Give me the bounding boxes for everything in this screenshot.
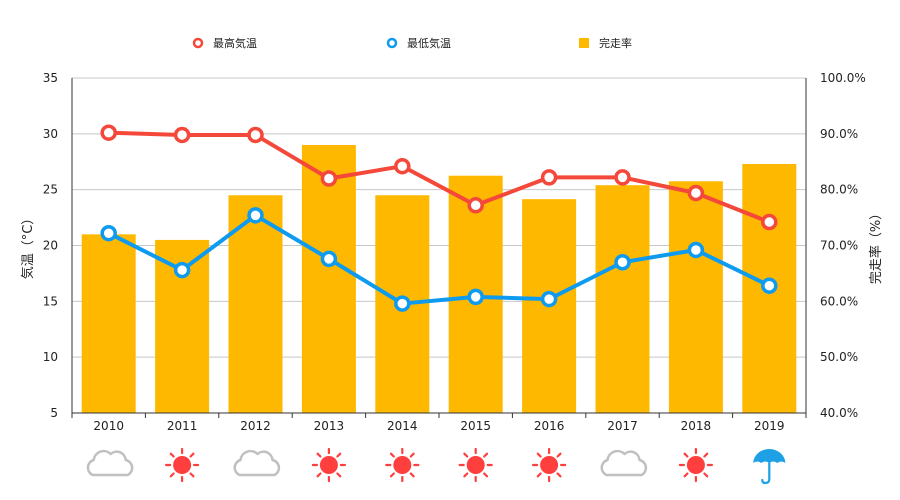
sun-icon [311,447,346,483]
legend-label: 最低気温 [407,36,451,50]
point-max-temp [320,170,338,187]
sun-icon [678,447,714,483]
x-tick-label: 2019 [754,419,785,433]
y-left-tick-label: 25 [43,183,58,197]
legend-label: 最高気温 [213,36,257,50]
x-tick-label: 2012 [240,419,271,433]
y-right-tick-label: 70.0% [820,239,858,253]
point-min-temp [540,290,558,308]
legend-label: 完走率 [599,36,632,50]
y-left-tick-label: 10 [43,350,58,364]
y-left-tick-label: 20 [43,239,58,253]
point-max-temp [467,197,484,214]
legend: 最高気温 最低気温 完走率 [192,36,632,50]
y-right-tick-label: 50.0% [820,350,858,364]
sun-icon [531,447,567,483]
x-tick-label: 2017 [607,419,638,433]
y-left-tick-label: 35 [43,71,58,85]
x-tick-label: 2015 [460,419,491,433]
y-right-tick-label: 90.0% [820,127,858,141]
x-tick-label: 2013 [314,419,345,433]
axes: 5 40.0% 10 50.0% 15 60.0% 20 70.0% 25 80.0% 30 90.0… [20,71,884,433]
cloud-icon [86,449,134,477]
y-left-tick-label: 15 [43,294,58,308]
weather-icon-row [86,447,786,485]
point-min-temp [320,250,338,268]
y-right-tick-label: 60.0% [820,294,858,308]
point-min-temp [687,241,705,259]
point-min-temp [247,207,264,224]
umbrella-icon [753,449,786,485]
point-max-temp [100,124,117,141]
point-min-temp [394,295,411,312]
point-max-temp [394,157,411,175]
x-tick-label: 2016 [534,419,565,433]
y-left-tick-label: 30 [43,127,58,141]
sun-icon [165,447,200,483]
point-max-temp [540,169,558,186]
legend-marker [579,38,589,48]
line-series [100,124,778,312]
sun-icon [385,447,420,483]
point-min-temp [100,224,117,242]
line-min-temp [107,213,771,306]
y-left-axis-title: 気温（°C） [20,212,36,280]
cloud-icon [233,449,281,477]
x-tick-label: 2010 [93,419,124,433]
sun-icon [458,447,493,483]
point-max-temp [614,169,631,186]
point-min-temp [761,277,778,294]
legend-marker [386,37,398,49]
point-max-temp [247,126,264,144]
bar-finish-rate [301,145,356,413]
y-right-tick-label: 80.0% [820,183,858,197]
bar-finish-rate [668,181,723,413]
x-tick-label: 2018 [681,419,712,433]
point-min-temp [173,261,191,279]
point-max-temp [173,126,191,144]
y-right-tick-label: 100.0% [820,71,866,85]
x-tick-label: 2014 [387,419,418,433]
point-max-temp [687,184,705,202]
bar-finish-rate [81,234,136,413]
cloud-icon [600,449,648,477]
bar-finish-rate [595,185,650,413]
point-max-temp [761,213,778,231]
point-min-temp [467,288,484,306]
line-max-temp [108,130,771,224]
bar-series [81,145,797,413]
bar-finish-rate [228,195,283,413]
y-right-axis-title: 完走率（%） [868,207,884,284]
x-tick-label: 2011 [167,419,198,433]
point-min-temp [614,254,631,271]
y-right-tick-label: 40.0% [820,406,858,420]
y-left-tick-label: 5 [50,406,58,420]
legend-marker [192,37,204,49]
